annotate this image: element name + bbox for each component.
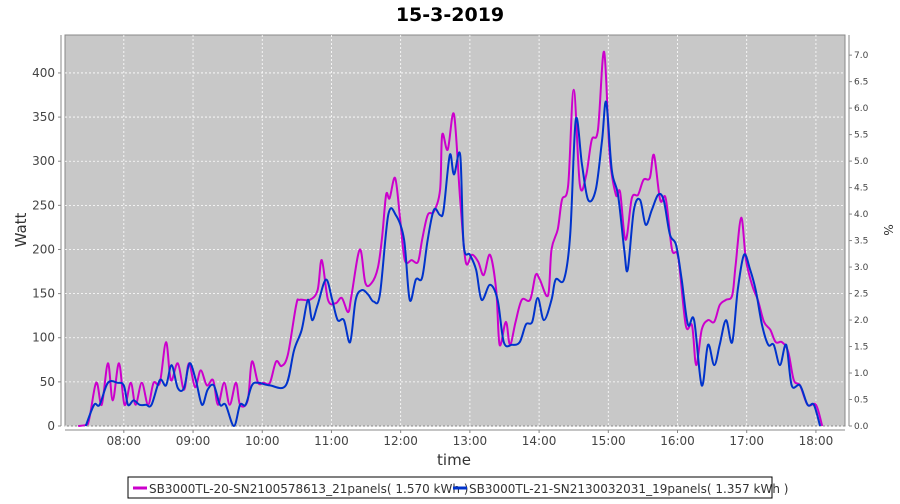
y2-tick-label: 0.5 xyxy=(854,396,868,406)
y2-tick-label: 4.5 xyxy=(854,184,868,194)
grid xyxy=(65,35,845,427)
x-axis-label: time xyxy=(437,451,471,469)
x-tick-label: 17:00 xyxy=(729,434,764,448)
y-tick-label: 100 xyxy=(32,331,55,345)
x-tick-label: 10:00 xyxy=(245,434,280,448)
x-tick-label: 11:00 xyxy=(314,434,349,448)
legend: SB3000TL-20-SN2100578613_21panels( 1.570… xyxy=(127,476,788,499)
x-tick-label: 09:00 xyxy=(176,434,211,448)
y2-tick-label: 4.0 xyxy=(854,210,869,220)
y2-tick-label: 3.0 xyxy=(854,263,869,273)
series-line-2 xyxy=(84,100,822,427)
x-tick-label: 15:00 xyxy=(591,434,626,448)
y2-tick-label: 5.5 xyxy=(854,131,868,141)
x-tick-label: 16:00 xyxy=(660,434,695,448)
x-tick-label: 14:00 xyxy=(522,434,557,448)
y-tick-label: 350 xyxy=(32,110,55,124)
y-tick-label: 400 xyxy=(32,66,55,80)
legend-box xyxy=(127,476,773,499)
x-tick-label: 12:00 xyxy=(383,434,418,448)
y-tick-label: 0 xyxy=(47,419,55,433)
legend-label-2: SB3000TL-21-SN2130032031_19panels( 1.357… xyxy=(469,482,788,496)
y2-tick-label: 2.5 xyxy=(854,290,868,300)
y2-tick-label: 7.0 xyxy=(854,51,869,61)
y-tick-label: 50 xyxy=(40,375,55,389)
y2-tick-label: 2.0 xyxy=(854,316,869,326)
x-tick-label: 18:00 xyxy=(799,434,834,448)
y2-tick-label: 6.0 xyxy=(854,104,869,114)
y2-axis-label: % xyxy=(881,224,895,235)
x-tick-label: 08:00 xyxy=(107,434,142,448)
x-tick-label: 13:00 xyxy=(453,434,488,448)
y2-tick-label: 1.0 xyxy=(854,369,869,379)
y2-tick-label: 0.0 xyxy=(854,422,869,432)
series-group xyxy=(77,50,824,427)
y2-tick-label: 6.5 xyxy=(854,78,868,88)
series-line-1 xyxy=(77,50,824,427)
y-tick-label: 300 xyxy=(32,154,55,168)
axes: 08:00 09:00 10:00 11:00 12:00 13:00 14:00 15:00… xyxy=(32,35,869,448)
y-axis-label: Watt xyxy=(12,212,30,247)
y-tick-label: 150 xyxy=(32,287,55,301)
plot-area xyxy=(64,34,846,427)
y2-tick-label: 1.5 xyxy=(854,343,868,353)
y-tick-label: 250 xyxy=(32,198,55,212)
chart-title: 15-3-2019 xyxy=(396,4,504,26)
y-tick-label: 200 xyxy=(32,242,55,256)
legend-label-1: SB3000TL-20-SN2100578613_21panels( 1.570… xyxy=(149,482,468,496)
y2-tick-label: 5.0 xyxy=(854,157,869,167)
y2-tick-label: 3.5 xyxy=(854,237,868,247)
